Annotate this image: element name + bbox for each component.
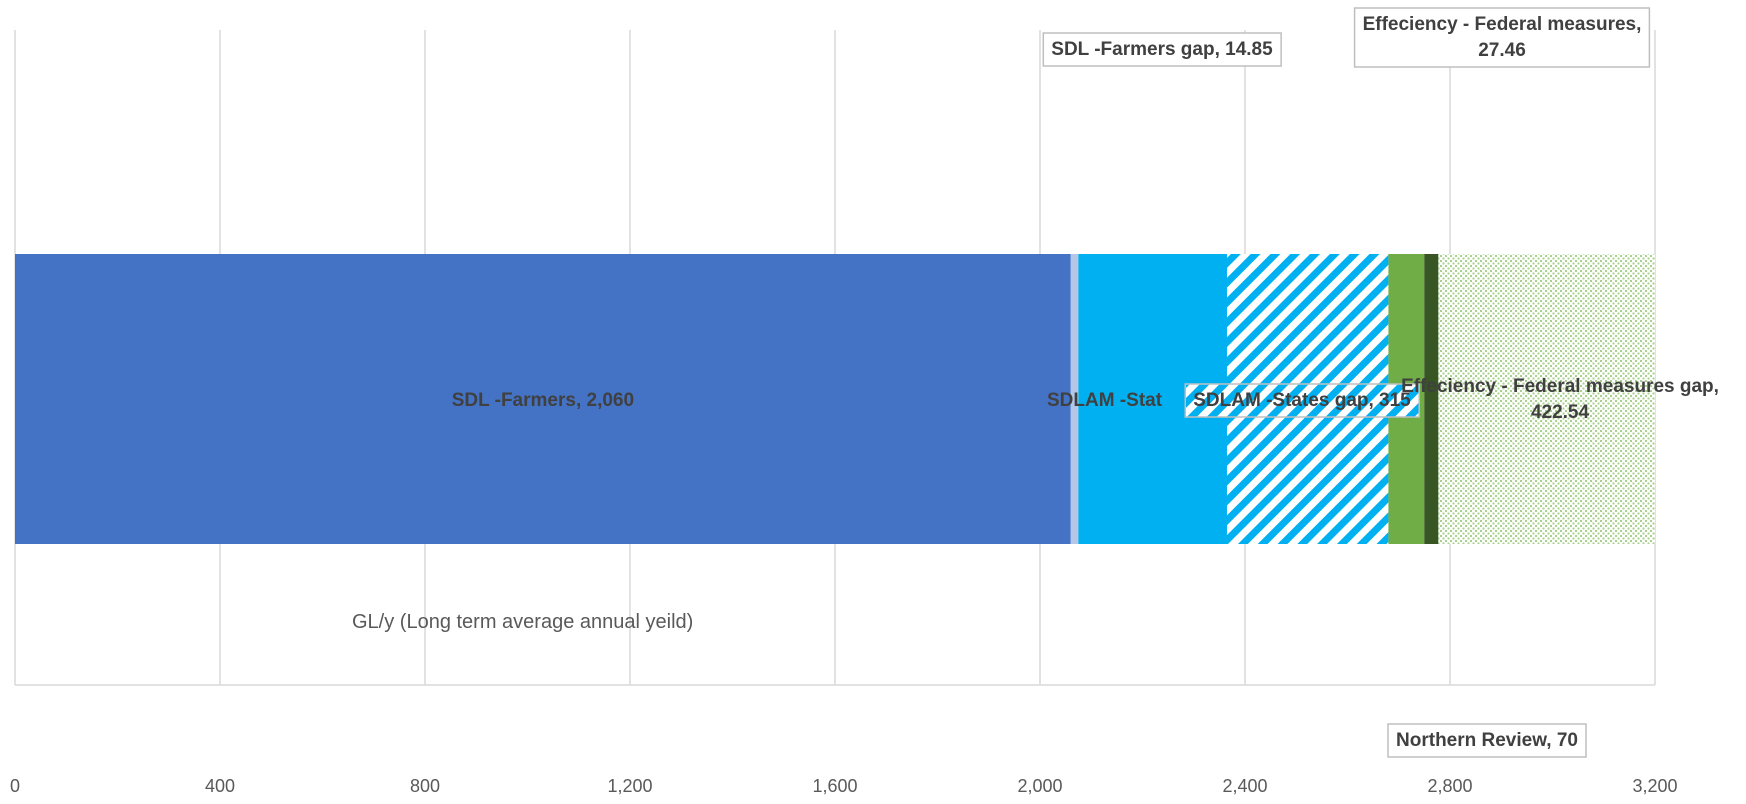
data-label: Northern Review, 70: [1387, 723, 1587, 758]
x-tick-label: 800: [410, 776, 440, 796]
data-label: SDL -Farmers gap, 14.85: [1042, 32, 1282, 67]
svg-text:Effeciency - Federal measures: Effeciency - Federal measures gap,: [1401, 376, 1719, 397]
x-axis-ticks: 0 400 800 1,200 1,600 2,000 2,400 2,800 3,200: [10, 776, 1678, 796]
bar-segment-sdl-farmers: [15, 254, 1071, 544]
data-labels: SDL -Farmers, 2,060 SDL -Farmers gap, 14.…: [452, 7, 1719, 758]
svg-text:SDL -Farmers, 2,060: SDL -Farmers, 2,060: [452, 390, 634, 411]
svg-text:Effeciency - Federal measures,: Effeciency - Federal measures,: [1363, 14, 1642, 35]
data-label: Effeciency - Federal measures, 27.46: [1353, 7, 1651, 68]
bar-segment-sdl-farmers-gap: [1070, 254, 1079, 544]
data-label: SDLAM -Stat: [1047, 390, 1163, 411]
data-label: SDLAM -States gap, 315: [1184, 383, 1420, 418]
x-tick-label: 2,000: [1017, 776, 1062, 796]
data-label: Effeciency - Federal measures gap, 422.54: [1401, 376, 1719, 423]
x-tick-label: 1,200: [607, 776, 652, 796]
x-tick-label: 2,400: [1222, 776, 1267, 796]
x-tick-label: 400: [205, 776, 235, 796]
svg-text:422.54: 422.54: [1531, 402, 1590, 423]
x-tick-label: 3,200: [1632, 776, 1677, 796]
svg-text:Northern Review, 70: Northern Review, 70: [1396, 730, 1578, 751]
x-tick-label: 2,800: [1427, 776, 1472, 796]
x-tick-label: 0: [10, 776, 20, 796]
x-axis-label: GL/y (Long term average annual yeild): [352, 611, 693, 633]
svg-text:SDLAM -Stat: SDLAM -Stat: [1047, 390, 1163, 411]
bar-segment-effeciency-federal-measures-gap: [1438, 254, 1655, 544]
svg-text:SDLAM -States gap, 315: SDLAM -States gap, 315: [1193, 390, 1411, 411]
svg-text:SDL -Farmers gap, 14.85: SDL -Farmers gap, 14.85: [1051, 39, 1273, 60]
bar-segment-effeciency-federal-measures: [1424, 254, 1439, 544]
svg-text:27.46: 27.46: [1478, 40, 1526, 61]
data-label: SDL -Farmers, 2,060: [452, 390, 634, 411]
bar-segments: [15, 254, 1655, 544]
x-tick-label: 1,600: [812, 776, 857, 796]
